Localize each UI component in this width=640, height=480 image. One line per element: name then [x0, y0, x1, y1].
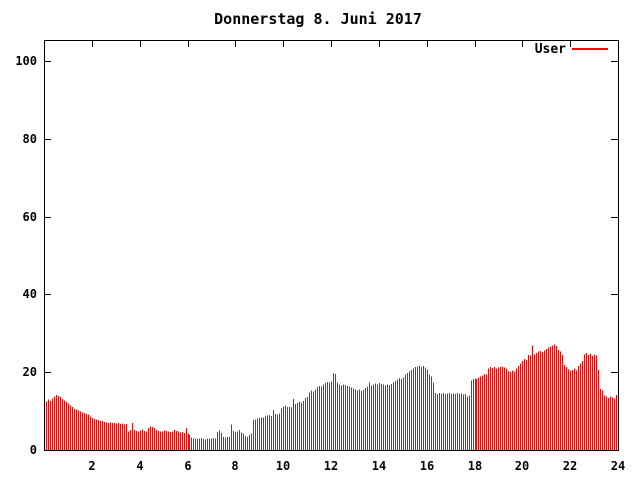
x-tick-label: 20	[515, 459, 529, 473]
x-tick-label: 6	[184, 459, 191, 473]
y-tick-label: 20	[23, 365, 37, 379]
x-tick-label: 24	[611, 459, 625, 473]
y-tick-label: 60	[23, 210, 37, 224]
x-tick-label: 22	[563, 459, 577, 473]
series-user-impulses-group	[46, 344, 619, 450]
plot-border-group	[44, 40, 619, 451]
legend: User	[535, 42, 608, 57]
x-tick-label: 16	[420, 459, 434, 473]
x-tick-label: 8	[231, 459, 238, 473]
y-tick-label: 40	[23, 287, 37, 301]
x-tick-label: 2	[88, 459, 95, 473]
plot-border	[44, 40, 619, 451]
y-tick-label: 100	[15, 54, 37, 68]
x-tick-label: 14	[372, 459, 386, 473]
x-tick-label: 18	[468, 459, 482, 473]
legend-label: User	[535, 42, 566, 57]
y-tick-label: 0	[30, 443, 37, 457]
x-tick-label: 10	[276, 459, 290, 473]
chart-title: Donnerstag 8. Juni 2017	[214, 10, 422, 28]
y-tick-label: 80	[23, 132, 37, 146]
x-tick-label: 12	[324, 459, 338, 473]
x-tick-label: 4	[136, 459, 143, 473]
